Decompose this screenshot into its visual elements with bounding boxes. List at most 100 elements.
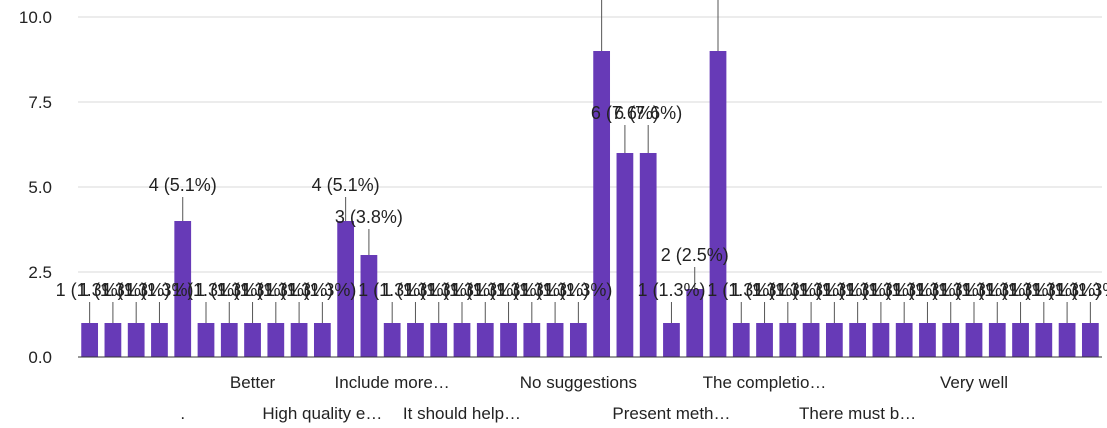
bar <box>174 221 192 357</box>
data-label: 1 (1.3%) <box>195 280 263 300</box>
data-label: 1 (1.3%) <box>475 280 543 300</box>
data-label: 1 (1.3%) <box>451 280 519 300</box>
x-category-label: Better <box>230 373 276 392</box>
data-label: 1 (1.3%) <box>940 280 1008 300</box>
bar <box>942 323 960 357</box>
data-label: 1 (1.3%) <box>707 280 775 300</box>
bar <box>919 323 936 357</box>
data-label: 1 (1.3%) <box>79 280 147 300</box>
bar <box>732 323 750 357</box>
data-label: 1 (1.3%) <box>265 280 333 300</box>
data-label: 1 (1.3%) <box>1033 280 1101 300</box>
bar <box>1012 323 1029 357</box>
data-label: 1 (1.3%) <box>428 280 496 300</box>
data-label: 1 (1.3%) <box>1010 280 1078 300</box>
x-category-label: The completio… <box>703 373 827 392</box>
data-label: 1 (1.3%) <box>800 280 868 300</box>
x-category-label: Present meth… <box>612 404 730 423</box>
bar <box>849 323 867 357</box>
data-label: 4 (5.1%) <box>149 175 217 195</box>
bar <box>290 323 308 357</box>
data-label: 6 (7.6%) <box>591 103 659 123</box>
data-label: 1 (1.3%) <box>358 280 426 300</box>
data-label: 1 (1.3%) <box>824 280 892 300</box>
x-category-label: There must b… <box>799 404 916 423</box>
data-label: 1 (1.3%) <box>917 280 985 300</box>
data-label: 1 (1.3%) <box>381 280 449 300</box>
bar <box>197 323 215 357</box>
label-leader-lines <box>89 0 1091 323</box>
x-category-label: It should help… <box>403 404 521 423</box>
data-label: 1 (1.3%) <box>172 280 240 300</box>
data-label: 1 (1.3%) <box>288 280 356 300</box>
bar <box>756 323 773 357</box>
data-label: 1 (1.3%) <box>847 280 915 300</box>
data-label: 1 (1.3%) <box>405 280 473 300</box>
bar <box>825 323 843 357</box>
bar <box>453 323 471 357</box>
bar <box>430 323 448 357</box>
bar <box>639 153 657 357</box>
bar <box>988 323 1006 357</box>
data-label: 1 (1.3%) <box>777 280 845 300</box>
bar <box>802 323 820 357</box>
bar <box>500 323 517 357</box>
y-tick-label: 7.5 <box>28 93 52 112</box>
bar <box>476 323 494 357</box>
x-category-label: . <box>180 404 185 423</box>
bar <box>151 323 168 357</box>
bar <box>569 323 587 357</box>
y-tick-label: 0.0 <box>28 348 52 367</box>
bar <box>965 323 983 357</box>
bar <box>220 323 238 357</box>
bar <box>523 323 541 357</box>
bar <box>663 323 680 357</box>
bar <box>709 51 727 357</box>
bar <box>360 255 378 357</box>
bar <box>779 323 797 357</box>
y-tick-label: 2.5 <box>28 263 52 282</box>
x-category-label: High quality e… <box>262 404 382 423</box>
data-label: 3 (3.8%) <box>335 207 403 227</box>
data-label: 1 (1.3%) <box>242 280 310 300</box>
y-tick-label: 10.0 <box>19 8 52 27</box>
data-label: 1 (1.3%) <box>870 280 938 300</box>
bar <box>244 323 261 357</box>
data-label: 1 (1.3%) <box>498 280 566 300</box>
bar <box>383 323 401 357</box>
data-label: 1 (1.3%) <box>963 280 1031 300</box>
data-label: 1 (1.3%) <box>987 280 1055 300</box>
bar <box>127 323 145 357</box>
y-axis-ticks: 0.0 2.5 5.0 7.5 10.0 <box>19 8 52 367</box>
bar <box>407 323 424 357</box>
data-label: 1 (1.3%) <box>521 280 589 300</box>
data-label: 1 (1.3%) <box>125 280 193 300</box>
data-label: 1 (1.3%) <box>754 280 822 300</box>
bar <box>895 323 913 357</box>
bar <box>1058 323 1076 357</box>
data-label: 6 (7.6%) <box>614 103 682 123</box>
x-category-label: Very well <box>940 373 1008 392</box>
bar <box>593 51 611 357</box>
bar <box>337 221 355 357</box>
bar <box>1081 323 1099 357</box>
bar <box>267 323 285 357</box>
data-label: 1 (1.3%) <box>102 280 170 300</box>
bars <box>81 51 1099 357</box>
grid-lines <box>78 16 1102 273</box>
data-label: 1 (1.3%) <box>893 280 961 300</box>
data-label: 4 (5.1%) <box>312 175 380 195</box>
data-label: 1 (1.3%) <box>731 280 799 300</box>
bar <box>81 323 99 357</box>
data-label: 1 (1.3%) <box>544 280 612 300</box>
data-labels: 1 (1.3%)1 (1.3%)1 (1.3%)1 (1.3%)4 (5.1%)… <box>56 103 1107 300</box>
bar <box>872 323 890 357</box>
data-label: 1 (1.3%) <box>56 280 124 300</box>
x-axis-categories: . Better High quality e… Include more… It sh… <box>180 373 1008 423</box>
data-label: 1 (1.3%) <box>637 280 705 300</box>
y-tick-label: 5.0 <box>28 178 52 197</box>
data-label: 2 (2.5%) <box>661 245 729 265</box>
bar <box>313 323 331 357</box>
bar <box>616 153 634 357</box>
